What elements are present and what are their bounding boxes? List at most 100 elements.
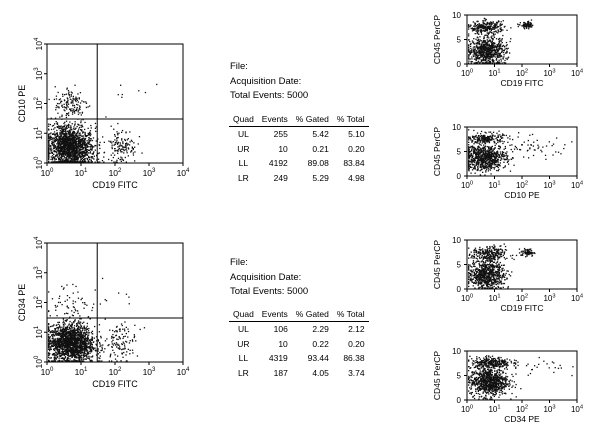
data-point	[79, 349, 82, 351]
data-point	[489, 27, 491, 30]
data-point	[76, 341, 78, 343]
data-point	[71, 335, 73, 337]
data-point	[62, 132, 64, 134]
data-point	[84, 142, 86, 144]
data-point	[478, 41, 480, 43]
data-point	[81, 341, 83, 343]
data-point	[79, 318, 81, 320]
data-point	[62, 344, 65, 347]
data-point	[63, 141, 65, 143]
data-point	[50, 357, 52, 359]
data-point	[81, 146, 83, 148]
data-point	[48, 338, 50, 341]
data-point	[480, 54, 483, 56]
data-point	[483, 29, 485, 31]
data-point	[80, 355, 82, 357]
data-point	[527, 21, 529, 23]
data-point	[130, 139, 133, 141]
data-point	[60, 146, 62, 148]
data-point	[530, 24, 532, 27]
data-point	[88, 141, 90, 144]
data-point	[85, 347, 87, 350]
data-point	[497, 38, 500, 40]
y-tick-label: 10	[452, 11, 461, 20]
data-point	[63, 153, 65, 155]
data-point	[84, 335, 86, 338]
data-point	[71, 323, 74, 325]
data-point	[499, 39, 501, 42]
data-point	[79, 140, 81, 142]
data-point	[89, 318, 91, 320]
data-point	[80, 321, 82, 323]
data-point	[71, 152, 73, 154]
data-point	[73, 336, 75, 338]
data-point	[79, 106, 81, 108]
data-point	[482, 27, 484, 29]
x-axis-label: CD19 FITC	[92, 379, 138, 389]
data-point	[481, 44, 483, 46]
data-point	[65, 339, 67, 341]
data-point	[56, 350, 59, 352]
data-point	[122, 142, 124, 145]
data-point	[478, 25, 480, 27]
data-point	[496, 61, 499, 64]
data-point	[80, 121, 82, 124]
data-point	[115, 150, 117, 152]
data-point	[469, 58, 471, 60]
data-point	[58, 160, 60, 163]
data-point	[66, 108, 68, 110]
data-point	[77, 335, 79, 337]
data-point	[63, 322, 65, 324]
data-point	[73, 330, 75, 333]
data-point	[57, 153, 59, 155]
data-point	[78, 154, 80, 157]
data-point	[74, 144, 76, 146]
data-point	[74, 150, 77, 152]
data-point	[64, 323, 66, 325]
data-point	[82, 341, 85, 343]
data-point	[58, 155, 60, 157]
data-point	[121, 353, 123, 355]
data-point	[482, 59, 484, 61]
data-point	[70, 137, 72, 139]
data-point	[144, 91, 147, 94]
data-point	[72, 160, 74, 162]
data-point	[84, 338, 86, 341]
data-point	[91, 336, 93, 338]
data-point	[83, 138, 85, 140]
data-point	[490, 31, 492, 33]
data-point	[77, 104, 79, 106]
data-point	[55, 95, 58, 97]
data-point	[121, 131, 123, 133]
data-point	[56, 123, 59, 125]
data-point	[66, 148, 69, 150]
data-point	[66, 299, 68, 301]
data-point	[482, 25, 484, 27]
data-point	[71, 142, 73, 144]
data-point	[49, 336, 52, 338]
data-point	[117, 355, 119, 357]
x-tick-label: 100	[461, 68, 473, 78]
data-point	[70, 140, 72, 142]
data-point	[77, 156, 80, 158]
data-point	[65, 137, 67, 139]
data-point	[57, 349, 59, 351]
data-point	[73, 136, 76, 138]
data-point	[68, 132, 70, 134]
data-point	[96, 140, 98, 142]
data-point	[71, 158, 73, 160]
data-point	[54, 127, 56, 129]
data-point	[82, 141, 84, 143]
data-point	[71, 314, 74, 316]
data-point	[77, 350, 79, 352]
data-point	[55, 121, 57, 123]
data-point	[52, 345, 55, 347]
data-point	[91, 337, 94, 339]
data-point	[502, 49, 504, 52]
data-point	[63, 136, 65, 138]
data-point	[66, 341, 68, 343]
data-point	[52, 339, 55, 341]
data-point	[482, 24, 484, 26]
x-tick-label: 103	[143, 366, 156, 377]
data-point	[92, 355, 94, 357]
